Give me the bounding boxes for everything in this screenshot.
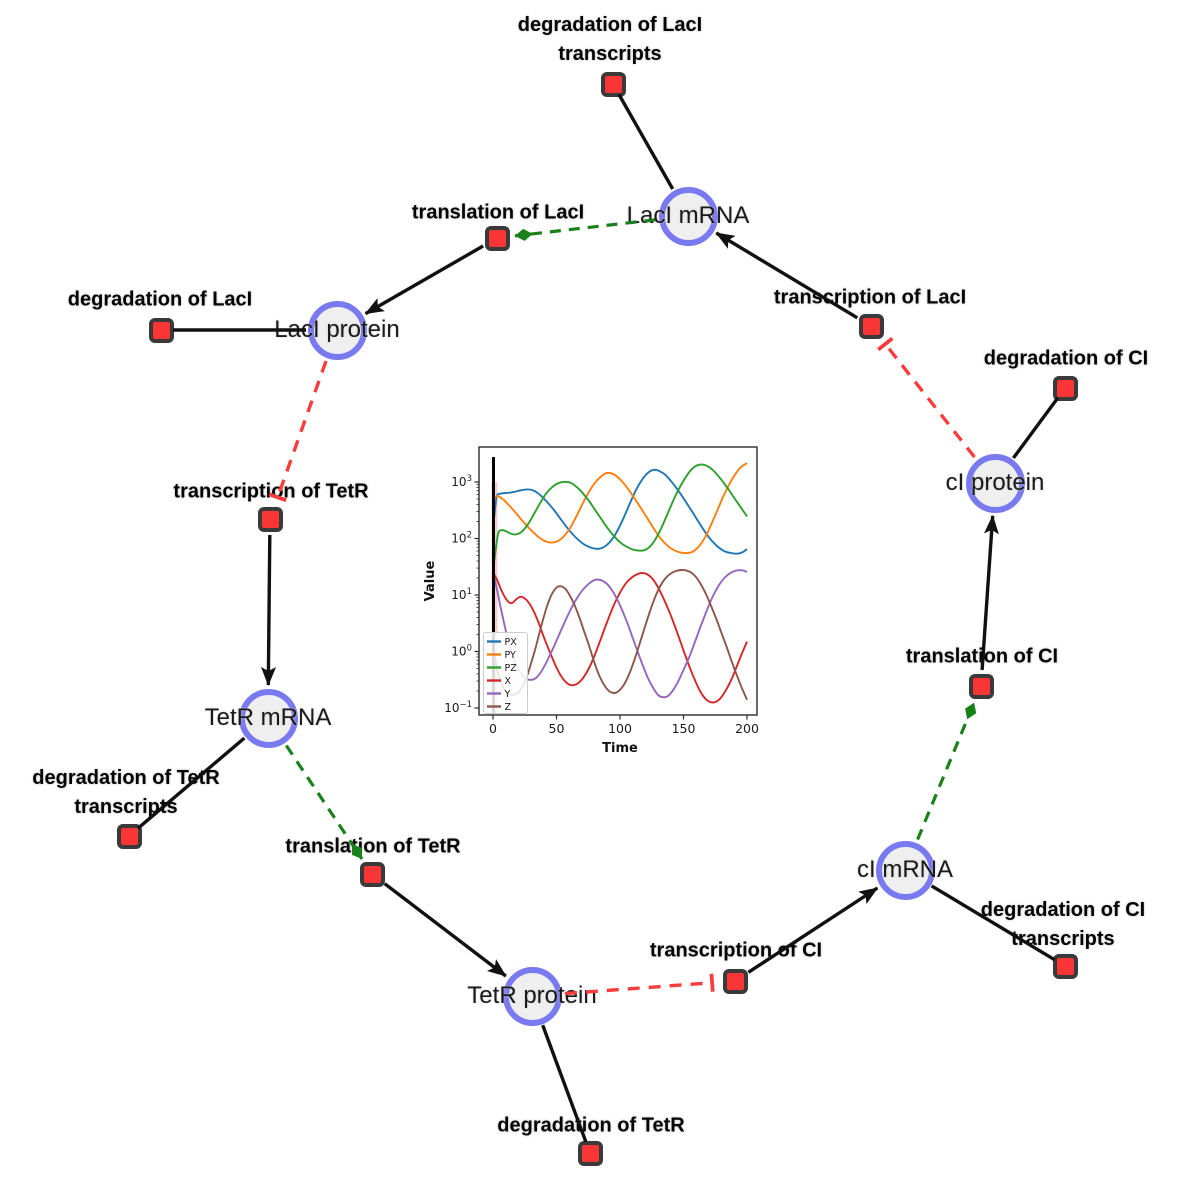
species-label-tetr_protein: TetR protein <box>467 982 597 1009</box>
species-label-laci_protein: LacI protein <box>274 316 400 343</box>
reaction-label-line: transcripts <box>558 43 662 65</box>
y-tick-label: 10−1 <box>444 700 472 715</box>
legend-label-Y: Y <box>504 689 511 700</box>
legend-label-PX: PX <box>505 637 518 648</box>
edge-inhibition-ci_protein-tx_laci <box>877 336 976 459</box>
reaction-node-transl_laci[interactable] <box>484 225 510 251</box>
reaction-label-line: translation of LacI <box>411 201 585 224</box>
x-axis-title: Time <box>602 741 638 756</box>
plot-frame <box>478 446 758 716</box>
timeseries-inset-chart: 0 50 100 150 200 10−1 100 101 102 103 Time Value PX P… <box>423 446 759 756</box>
species-node-ci_mrna[interactable] <box>875 840 935 900</box>
edge-modifier-ci_mrna-transl_ci <box>916 701 977 841</box>
reaction-label-line: degradation of CI <box>983 347 1149 370</box>
y-tick-label: 100 <box>451 644 472 659</box>
series-line-X <box>492 572 748 704</box>
reaction-label-line: transcripts <box>74 796 178 818</box>
series-line-PX <box>493 468 748 555</box>
reaction-label-deg_ci: degradation of CI <box>984 345 1148 374</box>
reaction-node-deg_laci_tx[interactable] <box>600 71 626 97</box>
reaction-node-deg_laci[interactable] <box>148 317 174 343</box>
reaction-label-line: degradation of CI <box>980 899 1146 921</box>
edge-production-transl_tetr-tetr_protein <box>383 882 507 978</box>
reaction-label-line: transcription of CI <box>649 939 823 962</box>
species-node-laci_mrna[interactable] <box>658 186 718 246</box>
edge-production-tx_tetr-tetr_mrna <box>260 534 276 686</box>
reaction-label-line: degradation of LacI <box>67 288 253 311</box>
reaction-label-line: degradation of LacI <box>517 14 703 36</box>
edge-consumption-ci_protein-deg_ci <box>1012 396 1060 460</box>
edge-consumption-laci_mrna-deg_laci_tx <box>617 93 675 190</box>
x-tick-label: 50 <box>549 721 565 736</box>
species-node-ci_protein[interactable] <box>965 453 1025 513</box>
reaction-label-line: translation of CI <box>905 645 1059 668</box>
reaction-node-tx_ci[interactable] <box>722 968 748 994</box>
species-label-ci_protein: cI protein <box>945 469 1045 496</box>
legend-label-Z: Z <box>505 702 512 713</box>
x-tick-label: 0 <box>489 721 497 736</box>
reaction-label-line: transcription of LacI <box>773 286 967 309</box>
reaction-label-transl_tetr: translation of TetR <box>285 833 460 862</box>
reaction-label-line: transcription of TetR <box>173 480 369 503</box>
reaction-label-line: degradation of TetR <box>497 1114 685 1137</box>
reaction-label-deg_tetr_tx: degradation of TetR transcripts <box>32 764 219 822</box>
reaction-label-deg_ci_tx: degradation of CI transcripts <box>981 896 1145 954</box>
reaction-label-transl_laci: translation of LacI <box>412 199 584 228</box>
reaction-node-transl_tetr[interactable] <box>359 861 385 887</box>
x-tick-label: 150 <box>672 721 696 736</box>
reaction-label-line: degradation of TetR <box>32 767 220 789</box>
reaction-label-deg_tetr: degradation of TetR <box>497 1112 684 1141</box>
reaction-node-deg_tetr[interactable] <box>577 1140 603 1166</box>
species-node-tetr_mrna[interactable] <box>238 688 298 748</box>
legend-label-PY: PY <box>505 650 517 661</box>
reaction-label-tx_tetr: transcription of TetR <box>173 478 368 507</box>
reaction-label-line: translation of TetR <box>285 835 461 858</box>
reaction-node-deg_ci[interactable] <box>1052 375 1078 401</box>
reaction-label-deg_laci_tx: degradation of LacI transcripts <box>518 11 702 69</box>
x-tick-label: 200 <box>735 721 759 736</box>
y-axis-title: Value <box>423 560 438 601</box>
reaction-node-tx_tetr[interactable] <box>257 506 283 532</box>
species-node-tetr_protein[interactable] <box>502 966 562 1026</box>
species-label-tetr_mrna: TetR mRNA <box>204 704 332 731</box>
series-line-Y <box>492 569 748 699</box>
reaction-label-deg_laci: degradation of LacI <box>68 286 252 315</box>
edge-production-transl_laci-laci_protein <box>364 244 484 316</box>
reaction-label-tx_laci: transcription of LacI <box>774 284 966 313</box>
reaction-label-transl_ci: translation of CI <box>906 643 1058 672</box>
reaction-label-tx_ci: transcription of CI <box>650 937 822 966</box>
y-tick-label: 101 <box>451 587 472 602</box>
reaction-node-transl_ci[interactable] <box>968 673 994 699</box>
reaction-node-tx_laci[interactable] <box>858 313 884 339</box>
y-tick-label: 103 <box>451 474 472 489</box>
legend-label-PZ: PZ <box>505 663 518 674</box>
species-label-ci_mrna: cI mRNA <box>857 856 953 883</box>
legend-label-X: X <box>505 676 512 687</box>
y-tick-label: 102 <box>451 531 472 546</box>
species-label-laci_mrna: LacI mRNA <box>626 202 750 229</box>
species-node-laci_protein[interactable] <box>307 300 367 360</box>
series-line-PZ <box>493 463 748 562</box>
x-tick-label: 100 <box>608 721 632 736</box>
series-line-PY <box>494 462 748 555</box>
reaction-label-line: transcripts <box>1011 928 1115 950</box>
reaction-node-deg_ci_tx[interactable] <box>1052 953 1078 979</box>
reaction-node-deg_tetr_tx[interactable] <box>116 823 142 849</box>
